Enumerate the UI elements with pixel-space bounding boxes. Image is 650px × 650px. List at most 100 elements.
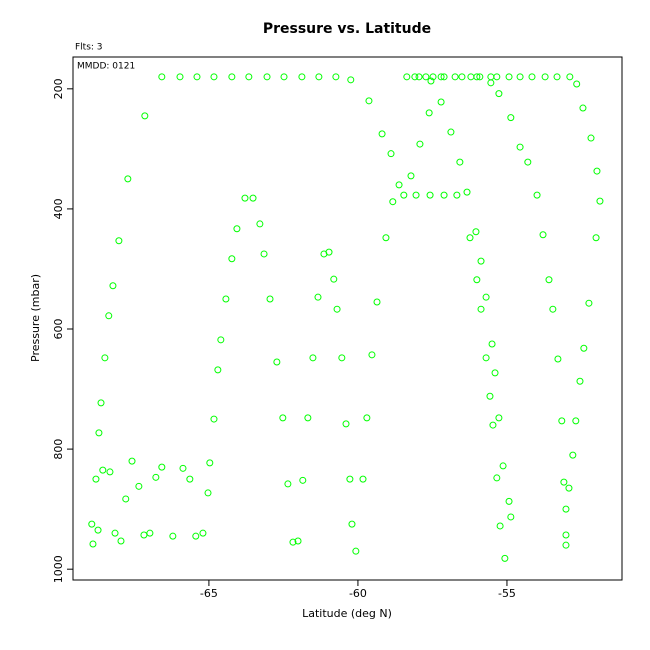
point <box>330 275 338 283</box>
point <box>456 158 464 166</box>
point <box>279 414 287 422</box>
point <box>284 480 292 488</box>
point <box>332 73 340 81</box>
point <box>440 73 448 81</box>
plot-frame <box>72 56 623 581</box>
point <box>263 73 271 81</box>
point <box>425 109 433 117</box>
point <box>95 429 103 437</box>
point <box>92 475 100 483</box>
point <box>325 248 333 256</box>
point <box>533 191 541 199</box>
point <box>437 98 445 106</box>
point <box>576 377 584 385</box>
point <box>487 79 495 87</box>
point <box>488 340 496 348</box>
point <box>505 497 513 505</box>
point <box>176 73 184 81</box>
point <box>342 420 350 428</box>
point <box>363 414 371 422</box>
point <box>249 194 257 202</box>
point <box>346 475 354 483</box>
point <box>245 73 253 81</box>
point <box>400 191 408 199</box>
point <box>592 234 600 242</box>
point <box>554 355 562 363</box>
point <box>94 526 102 534</box>
point <box>359 475 367 483</box>
point <box>493 474 501 482</box>
point <box>553 73 561 81</box>
point <box>378 130 386 138</box>
point <box>505 73 513 81</box>
annotation: Flts: 3 <box>75 43 103 53</box>
point <box>368 351 376 359</box>
point <box>294 537 302 545</box>
point <box>422 73 430 81</box>
point <box>333 305 341 313</box>
point <box>482 354 490 362</box>
y-tick-label: 800 <box>52 439 65 460</box>
point <box>214 366 222 374</box>
point <box>347 76 355 84</box>
point <box>541 73 549 81</box>
point <box>495 90 503 98</box>
point <box>539 231 547 239</box>
point <box>304 414 312 422</box>
point <box>453 191 461 199</box>
point <box>97 399 105 407</box>
point <box>298 73 306 81</box>
point <box>206 459 214 467</box>
point <box>489 421 497 429</box>
point <box>111 529 119 537</box>
y-tick-label: 1000 <box>52 555 65 583</box>
point <box>524 158 532 166</box>
point <box>88 520 96 528</box>
point <box>117 537 125 545</box>
point <box>289 538 297 546</box>
point <box>101 354 109 362</box>
point <box>228 255 236 263</box>
point <box>256 220 264 228</box>
point <box>416 140 424 148</box>
point <box>473 73 481 81</box>
point <box>241 194 249 202</box>
point <box>395 181 403 189</box>
point <box>199 529 207 537</box>
point <box>473 276 481 284</box>
point <box>299 476 307 484</box>
point <box>382 234 390 242</box>
y-tick-label: 600 <box>52 319 65 340</box>
point <box>412 191 420 199</box>
point <box>562 531 570 539</box>
annotation: MMDD: 0121 <box>77 62 135 72</box>
point <box>365 97 373 105</box>
point <box>507 513 515 521</box>
point <box>158 73 166 81</box>
point <box>477 305 485 313</box>
point <box>562 541 570 549</box>
point <box>217 336 225 344</box>
point <box>507 114 515 122</box>
point <box>440 191 448 199</box>
point <box>89 540 97 548</box>
point <box>373 298 381 306</box>
point <box>593 167 601 175</box>
point <box>260 250 268 258</box>
point <box>204 489 212 497</box>
x-tick-label: -65 <box>200 587 218 600</box>
point <box>495 414 503 422</box>
point <box>193 73 201 81</box>
point <box>315 73 323 81</box>
point <box>314 293 322 301</box>
point <box>463 188 471 196</box>
point <box>135 482 143 490</box>
point <box>233 225 241 233</box>
point <box>426 191 434 199</box>
point <box>437 73 445 81</box>
point <box>348 520 356 528</box>
point <box>105 312 113 320</box>
point <box>122 495 130 503</box>
point <box>228 73 236 81</box>
